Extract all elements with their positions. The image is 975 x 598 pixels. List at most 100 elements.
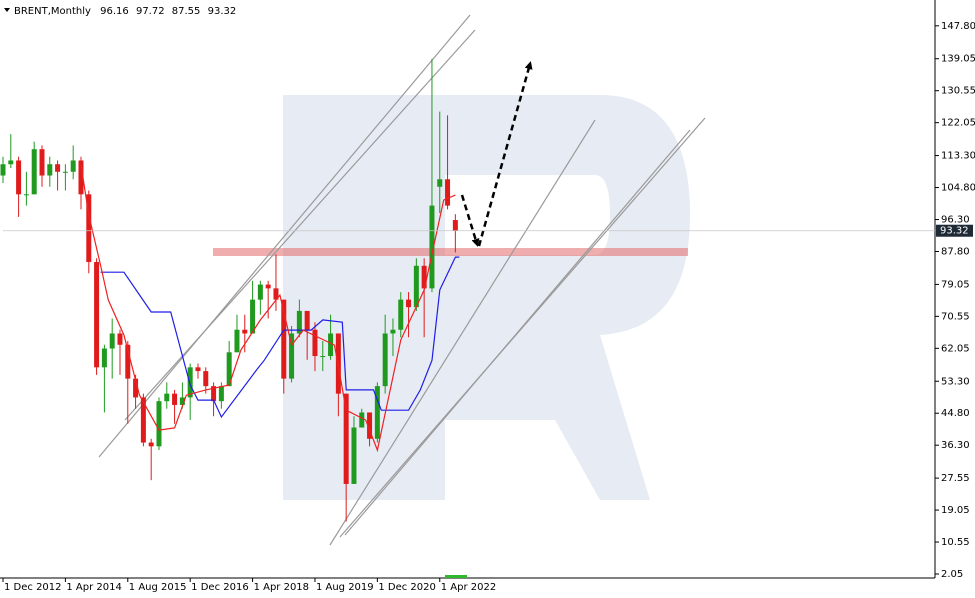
candle-body — [179, 397, 185, 405]
candle-body — [0, 164, 6, 176]
candles — [0, 58, 458, 522]
forecast-arrows — [460, 61, 533, 247]
candle-body — [16, 160, 22, 195]
y-tick-label: 122.05 — [941, 118, 975, 129]
x-tick-label: 1 Dec 2012 — [4, 582, 62, 593]
candle-body — [8, 160, 14, 165]
price-box — [936, 224, 973, 237]
candle-body — [195, 367, 201, 372]
candle-body — [452, 220, 458, 231]
y-tick-label: 36.30 — [941, 440, 970, 451]
x-tick-label: 1 Aug 2015 — [129, 582, 187, 593]
candle-body — [367, 412, 373, 439]
candle-body — [328, 333, 334, 357]
symbol: BRENT,Monthly — [14, 6, 91, 17]
candle-body — [289, 333, 295, 379]
y-tick-label: 44.80 — [941, 408, 970, 419]
candle-body — [78, 160, 84, 195]
watermark — [283, 95, 690, 500]
candle-body — [273, 288, 279, 300]
candle-body — [172, 393, 178, 405]
candle-body — [211, 386, 217, 402]
candle-body — [47, 164, 53, 176]
candle-body — [86, 194, 92, 263]
y-tick-label: 10.55 — [941, 537, 970, 548]
y-tick-label: 62.05 — [941, 343, 970, 354]
y-tick-label: 79.05 — [941, 279, 970, 290]
candle-body — [125, 344, 131, 379]
y-tick-label: 104.80 — [941, 183, 975, 194]
candle-body — [156, 401, 162, 447]
candle-body — [296, 310, 302, 334]
candle-body — [242, 329, 248, 334]
low-value: 87.55 — [172, 6, 201, 17]
candle-body — [117, 333, 123, 345]
indicator-line — [100, 256, 460, 419]
candle-body — [406, 299, 412, 308]
y-tick-label: 113.30 — [941, 151, 975, 162]
candle-body — [382, 333, 388, 387]
y-tick-label: 27.55 — [941, 473, 970, 484]
candle-body — [281, 299, 287, 379]
y-tick-label: 96.30 — [941, 215, 970, 226]
candle-body — [187, 367, 193, 398]
x-tick-label: 1 Aug 2019 — [316, 582, 374, 593]
period-marker — [445, 575, 467, 578]
candle-body — [413, 265, 419, 308]
candle-body — [218, 386, 224, 402]
y-tick-label: 70.55 — [941, 311, 970, 322]
price-label: 93.32 — [940, 226, 969, 237]
candle-body — [265, 284, 271, 289]
candle-body — [23, 194, 29, 196]
candle-body — [234, 329, 240, 353]
x-tick-label: 1 Dec 2016 — [191, 582, 249, 593]
close-value: 93.32 — [208, 6, 237, 17]
indicator-line — [80, 164, 456, 453]
candle-body — [343, 393, 349, 484]
high-value: 97.72 — [136, 6, 165, 17]
arrow-down — [460, 194, 480, 247]
header: BRENT,Monthly 96.16 97.72 87.55 93.32 — [14, 6, 236, 17]
candle-body — [437, 179, 443, 187]
candle-body — [421, 265, 427, 289]
candle-body — [164, 393, 170, 402]
arrow-up — [477, 61, 533, 247]
candle-body — [312, 329, 318, 357]
candle-body — [445, 179, 451, 206]
candle-body — [320, 356, 326, 358]
candle-body — [148, 442, 154, 447]
candle-body — [39, 149, 45, 176]
candle-body — [398, 299, 404, 330]
support-zone — [213, 248, 688, 256]
candle-body — [351, 427, 357, 484]
x-tick-label: 1 Dec 2020 — [378, 582, 436, 593]
trend-line — [329, 119, 596, 546]
candle-body — [226, 352, 232, 387]
candle-body — [203, 371, 209, 387]
trend-line — [124, 29, 476, 421]
candle-body — [55, 164, 61, 172]
y-tick-label: 130.55 — [941, 86, 975, 97]
candle-body — [390, 329, 396, 334]
y-tick-label: 147.80 — [941, 21, 975, 32]
candle-body — [374, 386, 380, 439]
candle-body — [250, 299, 256, 334]
candle-body — [429, 205, 435, 289]
trend-line — [98, 14, 471, 458]
y-tick-label: 2.05 — [941, 569, 963, 580]
candle-body — [140, 397, 146, 443]
candle-body — [133, 378, 139, 398]
y-tick-label: 139.05 — [941, 54, 975, 65]
candle-body — [31, 149, 37, 195]
candle-body — [359, 412, 365, 428]
y-tick-label: 53.30 — [941, 376, 970, 387]
candle-body — [94, 262, 100, 368]
trend-line — [344, 129, 691, 536]
candle-body — [70, 160, 76, 172]
y-tick-label: 19.05 — [941, 505, 970, 516]
candle-body — [101, 348, 107, 368]
candle-body — [304, 310, 310, 330]
header-arrow — [4, 8, 10, 12]
